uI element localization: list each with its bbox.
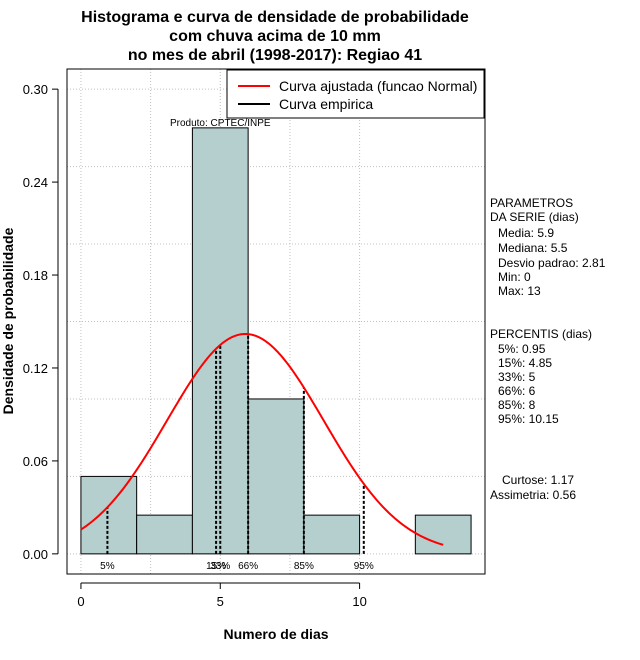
percentile-marker-label: 33%: [210, 561, 230, 572]
percentil-95: 95%: 10.15: [498, 412, 559, 426]
parametros-title-2: DA SERIE (dias): [490, 210, 579, 224]
side-panel: PARAMETROS DA SERIE (dias) Media: 5.9 Me…: [490, 196, 606, 502]
title-line-1: Histograma e curva de densidade de proba…: [81, 9, 469, 26]
histogram-bar: [80, 475, 138, 555]
percentile-marker-label: 66%: [238, 561, 258, 572]
percentil-66: 66%: 6: [498, 384, 536, 398]
x-axis: 0 5 10: [77, 582, 367, 609]
percentil-33: 33%: 5: [498, 370, 536, 384]
legend: Curva ajustada (funcao Normal) Curva emp…: [226, 69, 485, 119]
percentile-marker-label: 15%: [206, 561, 226, 572]
y-axis: 0.00 0.06 0.12 0.18 0.24 0.30: [23, 82, 59, 562]
param-min: Min: 0: [498, 270, 531, 284]
percentile-marker-label: 85%: [294, 561, 314, 572]
assimetria-value: Assimetria: 0.56: [490, 488, 576, 502]
histogram-bar: [191, 127, 249, 555]
percentil-85: 85%: 8: [498, 398, 536, 412]
x-axis-title: Numero de dias: [223, 626, 328, 642]
title-line-2: com chuva acima de 10 mm: [169, 28, 381, 45]
percentile-marker-label: 95%: [354, 561, 374, 572]
legend-empirical-label: Curva empirica: [279, 96, 373, 112]
y-tick-label: 0.00: [23, 547, 48, 562]
percentil-15: 15%: 4.85: [498, 356, 552, 370]
y-tick-label: 0.06: [23, 454, 48, 469]
histogram-bar: [303, 514, 361, 555]
x-tick-label: 0: [77, 594, 84, 609]
plot-border: [66, 68, 486, 575]
y-tick-label: 0.24: [23, 175, 48, 190]
y-tick-label: 0.30: [23, 82, 48, 97]
legend-fit-label: Curva ajustada (funcao Normal): [279, 78, 477, 94]
title-line-3: no mes de abril (1998-2017): Regiao 41: [128, 47, 422, 64]
x-tick-label: 10: [352, 594, 366, 609]
y-tick-label: 0.18: [23, 268, 48, 283]
y-tick-label: 0.12: [23, 361, 48, 376]
param-desvio: Desvio padrao: 2.81: [498, 256, 606, 270]
legend-box: [226, 69, 485, 119]
chart-title: Histograma e curva de densidade de proba…: [81, 9, 469, 64]
histogram-bar: [247, 398, 305, 555]
param-mediana: Mediana: 5.5: [498, 241, 568, 255]
histogram-bar: [136, 514, 193, 555]
param-max: Max: 13: [498, 284, 541, 298]
histogram-bar: [414, 514, 472, 555]
percentile-markers: 5% 15%33% 66% 85% 95%: [100, 334, 374, 572]
histogram-bars: [80, 127, 472, 555]
product-annotation: Produto: CPTEC/INPE: [170, 118, 271, 129]
percentil-5: 5%: 0.95: [498, 342, 546, 356]
curtose-value: Curtose: 1.17: [502, 473, 574, 487]
normal-fit-curve: [80, 332, 444, 546]
param-media: Media: 5.9: [498, 226, 554, 240]
x-tick-label: 5: [217, 594, 224, 609]
parametros-title-1: PARAMETROS: [490, 196, 573, 210]
y-axis-title: Densidade de probabilidade: [0, 227, 16, 414]
percentis-title: PERCENTIS (dias): [490, 327, 592, 341]
percentile-marker-label: 5%: [100, 561, 115, 572]
